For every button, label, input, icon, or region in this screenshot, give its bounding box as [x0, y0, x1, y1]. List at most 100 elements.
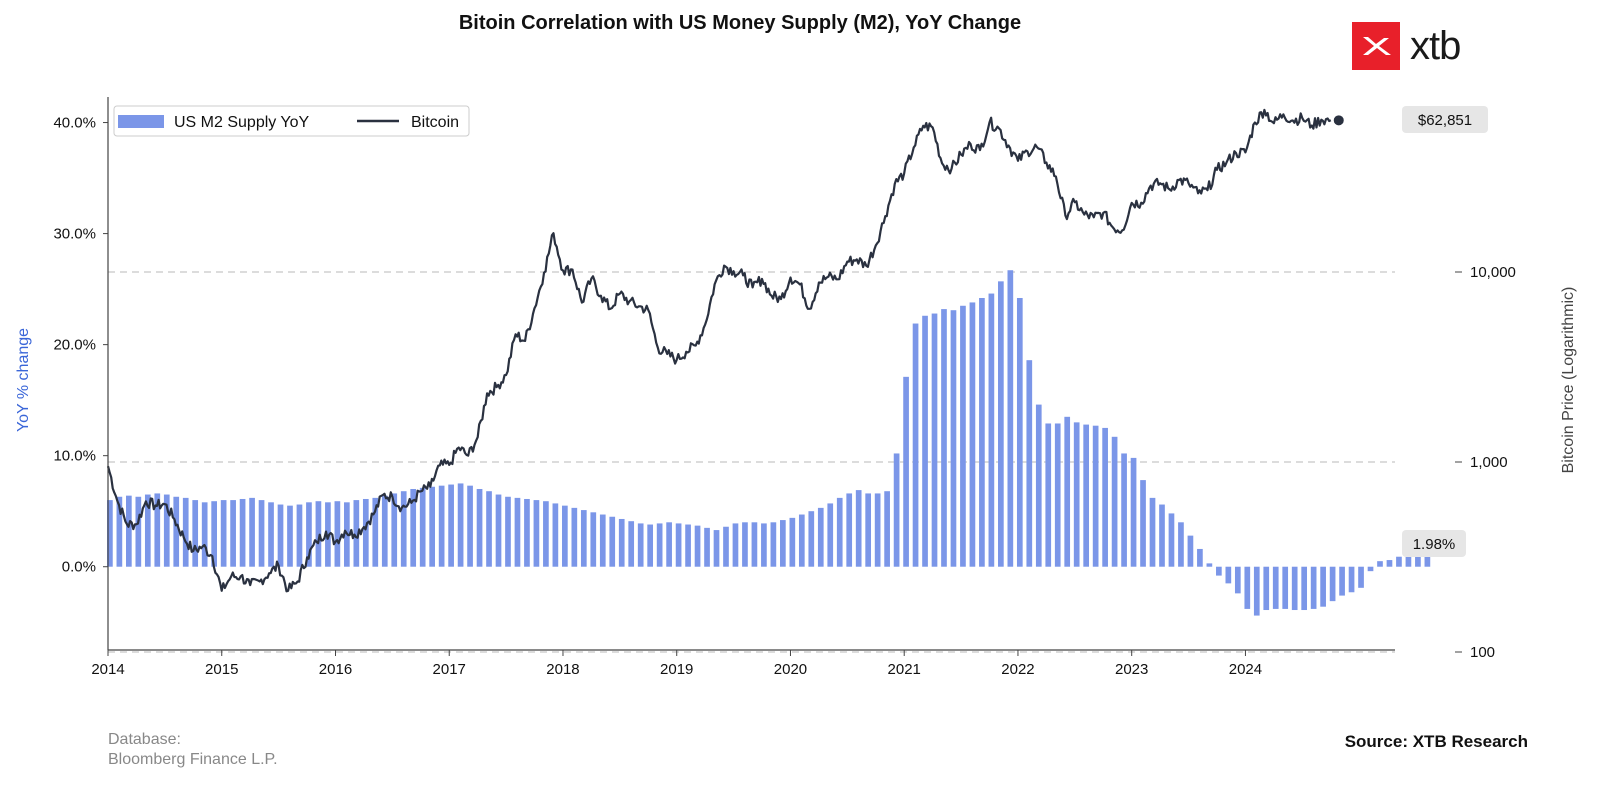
m2-bar — [903, 376, 909, 567]
x-tick-label: 2014 — [91, 661, 124, 678]
m2-bar — [1234, 566, 1241, 594]
m2-bar — [1140, 480, 1146, 567]
m2-bar — [960, 305, 966, 567]
m2-bar — [931, 313, 938, 567]
m2-bar — [836, 497, 843, 567]
x-tick-label: 2021 — [888, 661, 921, 678]
m2-bar — [448, 484, 454, 567]
m2-bar — [1197, 548, 1203, 567]
m2-bar — [230, 500, 236, 567]
m2-bar — [1026, 360, 1033, 567]
m2-last-annotation: 1.98% — [1402, 530, 1466, 557]
m2-bar — [325, 502, 331, 567]
m2-bar — [1348, 566, 1355, 593]
m2-bar — [144, 494, 151, 567]
m2-bar — [1358, 566, 1364, 588]
m2-bar — [647, 524, 654, 567]
m2-bar — [798, 514, 805, 567]
m2-bar — [268, 502, 274, 567]
m2-bar — [969, 302, 976, 567]
y-axis-label: YoY % change — [15, 328, 32, 432]
m2-bar — [1206, 563, 1213, 567]
m2-last-box — [1402, 530, 1466, 557]
m2-bar — [562, 505, 568, 567]
y2-axis-ticks: 100 1,000 10,000 — [1455, 264, 1516, 661]
m2-bar — [732, 523, 739, 567]
m2-bar — [922, 315, 928, 567]
m2-bar — [599, 514, 606, 567]
m2-bar — [950, 310, 957, 567]
m2-bar — [1244, 566, 1251, 609]
m2-bar — [656, 523, 663, 567]
m2-bar — [884, 491, 890, 567]
m2-bar — [1187, 535, 1194, 567]
y-tick-label: 20.0% — [53, 337, 96, 354]
m2-bar — [685, 524, 691, 567]
bitcoin-line — [106, 108, 1332, 593]
x-tick-label: 2016 — [319, 661, 352, 678]
database-value: Bloomberg Finance L.P. — [108, 751, 278, 768]
m2-bar — [438, 485, 445, 567]
m2-bar — [1054, 423, 1061, 567]
m2-bar — [1339, 566, 1345, 596]
x-tick-label: 2023 — [1115, 661, 1148, 678]
chart-title: Bitoin Correlation with US Money Supply … — [458, 12, 1022, 34]
m2-bar — [163, 494, 170, 567]
m2-bar — [543, 501, 549, 567]
m2-bar — [1396, 556, 1402, 567]
m2-bar — [1253, 566, 1260, 616]
m2-bar — [1092, 425, 1099, 567]
m2-bar — [675, 523, 682, 567]
m2-bar — [514, 497, 521, 567]
database-label: Database: — [108, 731, 181, 748]
m2-bar — [107, 500, 113, 567]
axes — [107, 97, 1395, 651]
bitcoin-last-annotation: $62,851 — [1333, 106, 1488, 133]
m2-bar — [1064, 416, 1071, 567]
m2-bar — [419, 487, 426, 567]
m2-bar — [258, 500, 265, 567]
m2-bar — [476, 488, 483, 567]
m2-bar — [1329, 566, 1336, 602]
bitcoin-last-box — [1402, 106, 1488, 133]
m2-bar — [173, 496, 180, 567]
x-tick-label: 2017 — [433, 661, 466, 678]
m2-bar — [306, 502, 312, 567]
m2-bar — [1130, 457, 1137, 567]
m2-bar — [192, 500, 199, 567]
m2-bar — [1083, 424, 1090, 567]
m2-bar — [353, 500, 360, 567]
m2-bar — [1178, 522, 1184, 567]
m2-bar — [410, 488, 417, 567]
y-tick-label: 10.0% — [53, 448, 96, 465]
m2-bar — [761, 523, 767, 567]
m2-bar — [941, 309, 947, 567]
m2-last-value: 1.98% — [1413, 536, 1456, 553]
m2-bar — [1386, 560, 1393, 567]
m2-bar — [1405, 553, 1412, 567]
m2-bar — [1159, 504, 1165, 567]
m2-bar — [1216, 566, 1222, 576]
y2-axis-label: Bitcoin Price (Logarithmic) — [1560, 287, 1577, 474]
x-tick-label: 2024 — [1229, 661, 1262, 678]
m2-bar — [827, 503, 834, 567]
m2-bar — [998, 281, 1004, 567]
bitcoin-last-marker — [1333, 115, 1344, 126]
m2-bar — [1225, 566, 1232, 584]
m2-bar — [201, 502, 208, 567]
legend-bitcoin-label: Bitcoin — [411, 114, 459, 131]
m2-bar — [666, 522, 672, 567]
m2-bar — [552, 503, 559, 567]
m2-bar — [865, 493, 872, 567]
m2-bar — [1310, 566, 1317, 609]
x-tick-label: 2018 — [546, 661, 579, 678]
legend-m2-label: US M2 Supply YoY — [174, 114, 310, 131]
m2-bar — [1320, 566, 1326, 607]
m2-bar — [1016, 297, 1023, 567]
m2-bar — [1291, 566, 1298, 611]
brand-name: xtb — [1410, 23, 1461, 68]
x-tick-label: 2020 — [774, 661, 807, 678]
x-tick-label: 2022 — [1001, 661, 1034, 678]
m2-bar — [694, 525, 701, 567]
m2-bar — [723, 526, 729, 567]
